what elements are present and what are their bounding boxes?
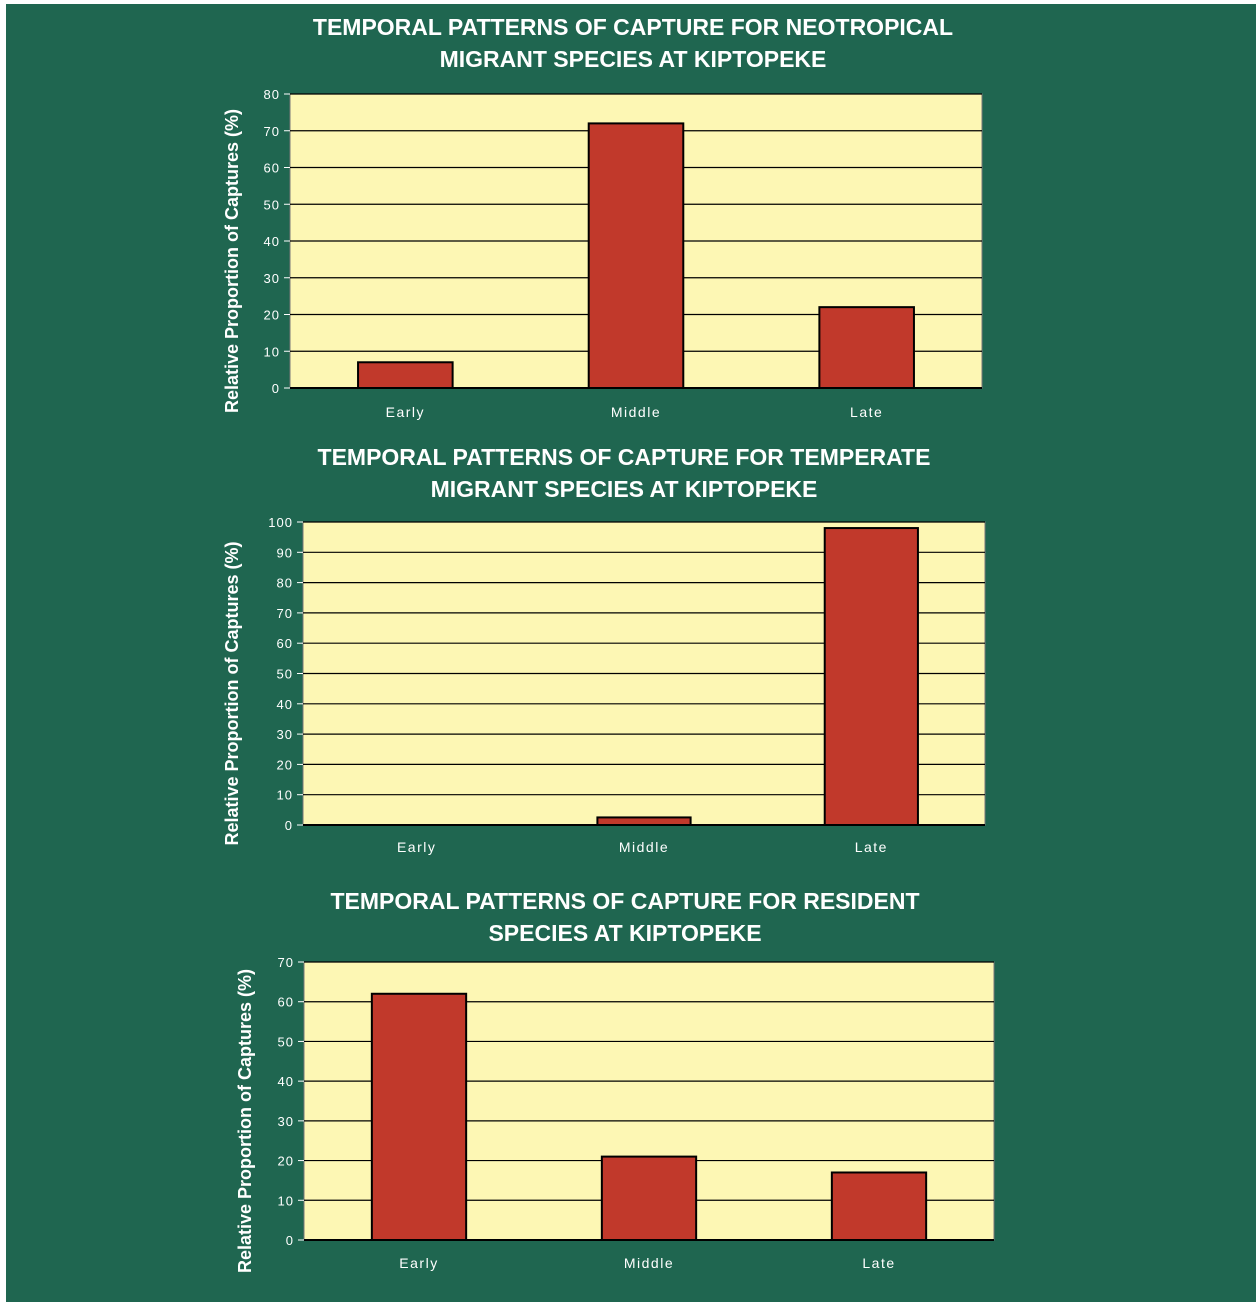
y-tick-label: 40 (277, 697, 293, 712)
y-tick-label: 60 (264, 161, 280, 176)
y-tick-label: 80 (264, 87, 280, 102)
y-tick-label: 20 (264, 308, 280, 323)
x-category-label: Middle (624, 1255, 674, 1271)
y-tick-label: 70 (277, 606, 293, 621)
y-tick-label: 30 (278, 1114, 294, 1129)
chart-title-line: TEMPORAL PATTERNS OF CAPTURE FOR TEMPERA… (318, 444, 931, 470)
chart-title-line: TEMPORAL PATTERNS OF CAPTURE FOR RESIDEN… (330, 888, 919, 914)
y-tick-label: 20 (278, 1154, 294, 1169)
bar-late (823, 527, 919, 826)
y-tick-label: 50 (277, 667, 293, 682)
y-tick-label: 0 (285, 818, 293, 833)
x-category-label: Early (386, 404, 425, 420)
y-tick-label: 80 (277, 576, 293, 591)
y-tick-label: 10 (278, 1193, 294, 1208)
bar-late (818, 306, 915, 389)
y-axis-label: Relative Proportion of Captures (%) (235, 969, 255, 1273)
chart-title-line: MIGRANT SPECIES AT KIPTOPEKE (431, 476, 818, 502)
bar-middle (596, 816, 692, 826)
chart-title-line: SPECIES AT KIPTOPEKE (488, 920, 761, 946)
chart-title-line: TEMPORAL PATTERNS OF CAPTURE FOR NEOTROP… (313, 14, 953, 40)
y-tick-label: 50 (264, 197, 280, 212)
chart-1: TEMPORAL PATTERNS OF CAPTURE FOR NEOTROP… (222, 14, 983, 420)
chart-title-line: MIGRANT SPECIES AT KIPTOPEKE (440, 46, 827, 72)
y-tick-label: 40 (278, 1074, 294, 1089)
y-axis-label: Relative Proportion of Captures (%) (222, 541, 242, 845)
x-category-label: Early (399, 1255, 438, 1271)
x-category-label: Late (862, 1255, 895, 1271)
y-tick-label: 10 (277, 788, 293, 803)
y-tick-label: 0 (272, 381, 280, 396)
chart-2: TEMPORAL PATTERNS OF CAPTURE FOR TEMPERA… (222, 444, 986, 855)
charts-canvas: TEMPORAL PATTERNS OF CAPTURE FOR NEOTROP… (222, 14, 995, 1273)
y-tick-label: 30 (264, 271, 280, 286)
x-category-label: Late (855, 839, 888, 855)
y-tick-label: 0 (286, 1233, 294, 1248)
x-category-label: Middle (619, 839, 669, 855)
bar-late (830, 1171, 928, 1241)
x-category-label: Middle (611, 404, 661, 420)
poster-background: TEMPORAL PATTERNS OF CAPTURE FOR NEOTROP… (6, 4, 1256, 1302)
y-tick-label: 70 (278, 955, 294, 970)
x-category-label: Late (850, 404, 883, 420)
x-category-label: Early (397, 839, 436, 855)
bar-middle (600, 1155, 698, 1241)
bar-early (370, 992, 468, 1241)
y-tick-label: 70 (264, 124, 280, 139)
y-tick-label: 50 (278, 1034, 294, 1049)
y-tick-label: 90 (277, 545, 293, 560)
y-tick-label: 30 (277, 727, 293, 742)
bar-middle (587, 122, 685, 390)
y-tick-label: 20 (277, 757, 293, 772)
y-tick-label: 100 (268, 515, 293, 530)
y-tick-label: 60 (278, 995, 294, 1010)
y-axis-label: Relative Proportion of Captures (%) (222, 109, 242, 413)
y-tick-label: 60 (277, 636, 293, 651)
chart-3: TEMPORAL PATTERNS OF CAPTURE FOR RESIDEN… (235, 888, 995, 1273)
y-tick-label: 10 (264, 344, 280, 359)
bar-early (357, 361, 454, 389)
y-tick-label: 40 (264, 234, 280, 249)
